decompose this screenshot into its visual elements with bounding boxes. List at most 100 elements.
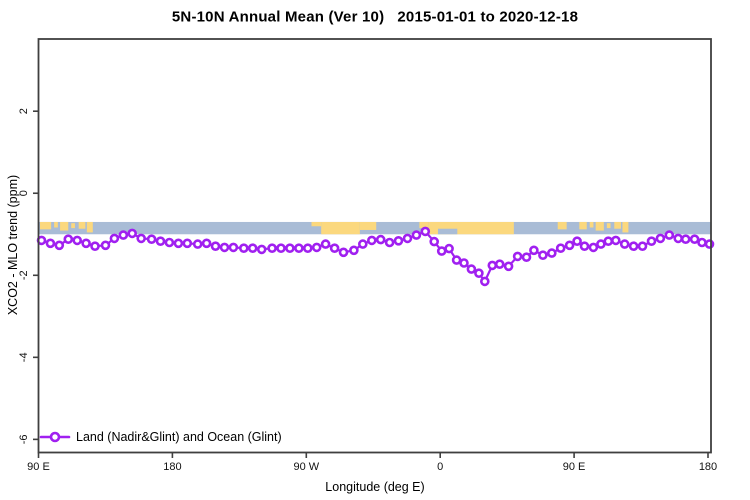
- data-point: [127, 228, 137, 239]
- y-tick-label: 0: [18, 190, 30, 196]
- data-point: [45, 238, 56, 249]
- x-tick-label: 90 E: [563, 461, 586, 473]
- data-point: [182, 238, 193, 249]
- data-point: [436, 246, 447, 256]
- data-point: [118, 230, 129, 240]
- x-axis-title: Longitude (deg E): [325, 480, 425, 494]
- map-strip-land-patch: [579, 221, 587, 230]
- data-point: [459, 258, 469, 268]
- data-point: [564, 240, 575, 251]
- data-point: [192, 239, 203, 249]
- data-point: [546, 248, 557, 258]
- data-point: [384, 237, 395, 248]
- data-point: [588, 242, 599, 253]
- data-point: [155, 236, 166, 246]
- data-point: [285, 243, 295, 253]
- x-tick-label: 90 E: [27, 461, 50, 473]
- data-point: [90, 241, 100, 251]
- data-point: [72, 235, 82, 246]
- data-point: [420, 226, 431, 237]
- data-point: [357, 239, 368, 249]
- y-tick-label: 2: [18, 108, 30, 114]
- data-point: [655, 233, 666, 244]
- data-point: [451, 255, 462, 265]
- data-point: [100, 240, 111, 251]
- map-strip-land-patch: [595, 221, 604, 231]
- legend-marker: [49, 431, 61, 443]
- data-point: [267, 243, 277, 253]
- map-strip-land-patch: [86, 221, 93, 233]
- data-point: [63, 234, 74, 244]
- data-point: [375, 234, 386, 245]
- data-point: [479, 276, 490, 287]
- data-point: [487, 260, 498, 271]
- map-strip-land-patch: [614, 221, 621, 229]
- map-strip-land-patch: [54, 221, 58, 228]
- data-point: [393, 236, 404, 246]
- plot-border: [37, 38, 712, 454]
- map-strip-water-patch: [437, 228, 458, 235]
- data-point: [329, 243, 340, 253]
- y-tick-label: -4: [18, 352, 30, 362]
- data-point: [512, 251, 523, 262]
- data-point: [628, 241, 639, 251]
- data-point: [146, 234, 157, 244]
- data-point: [366, 235, 377, 246]
- data-point: [689, 234, 700, 244]
- map-strip-land-patch: [359, 221, 377, 230]
- y-tick-label: -6: [18, 434, 30, 444]
- map-strip-land-patch: [321, 221, 360, 235]
- data-point: [81, 238, 91, 249]
- data-point: [596, 239, 606, 249]
- data-point: [704, 239, 715, 249]
- x-tick-label: 180: [699, 461, 717, 473]
- map-strip-land-patch: [557, 221, 567, 230]
- data-point: [529, 245, 539, 256]
- map-strip-land-patch: [60, 221, 69, 231]
- legend-label: Land (Nadir&Glint) and Ocean (Glint): [76, 430, 282, 444]
- map-strip-land-patch: [311, 221, 322, 227]
- data-point: [256, 244, 267, 255]
- data-point: [239, 243, 249, 253]
- data-point: [521, 252, 532, 263]
- data-point: [228, 242, 239, 253]
- data-point: [603, 236, 614, 246]
- data-point: [494, 259, 505, 270]
- data-point: [210, 241, 221, 251]
- data-point: [637, 241, 648, 251]
- data-point: [474, 268, 484, 279]
- data-point: [349, 245, 359, 256]
- data-point: [136, 233, 146, 244]
- data-point: [311, 242, 322, 253]
- data-point: [555, 243, 566, 253]
- data-point: [54, 240, 65, 251]
- data-point: [247, 243, 258, 253]
- data-point: [673, 233, 684, 244]
- data-point: [411, 230, 422, 240]
- map-strip-land-patch: [419, 221, 429, 229]
- data-point: [579, 241, 590, 251]
- data-point: [302, 243, 313, 253]
- x-tick-label: 0: [437, 461, 443, 473]
- data-point: [201, 238, 212, 249]
- map-strip-land-patch: [71, 223, 75, 229]
- map-strip-land-patch: [606, 223, 611, 229]
- map-strip-land-patch: [622, 221, 629, 233]
- map-strip-land-patch: [589, 221, 594, 228]
- data-point: [610, 235, 621, 246]
- data-point: [276, 243, 286, 253]
- x-tick-label: 180: [163, 461, 181, 473]
- data-point: [402, 233, 413, 244]
- data-point: [173, 238, 184, 249]
- data-point: [320, 239, 331, 249]
- data-point: [109, 233, 120, 244]
- data-point: [429, 236, 440, 247]
- data-point: [338, 247, 349, 258]
- data-point: [572, 236, 582, 246]
- data-point: [697, 237, 707, 248]
- data-point: [538, 250, 548, 260]
- data-point: [680, 234, 691, 244]
- data-point: [219, 242, 230, 253]
- chart-title: 5N-10N Annual Mean (Ver 10) 2015-01-01 t…: [171, 8, 579, 26]
